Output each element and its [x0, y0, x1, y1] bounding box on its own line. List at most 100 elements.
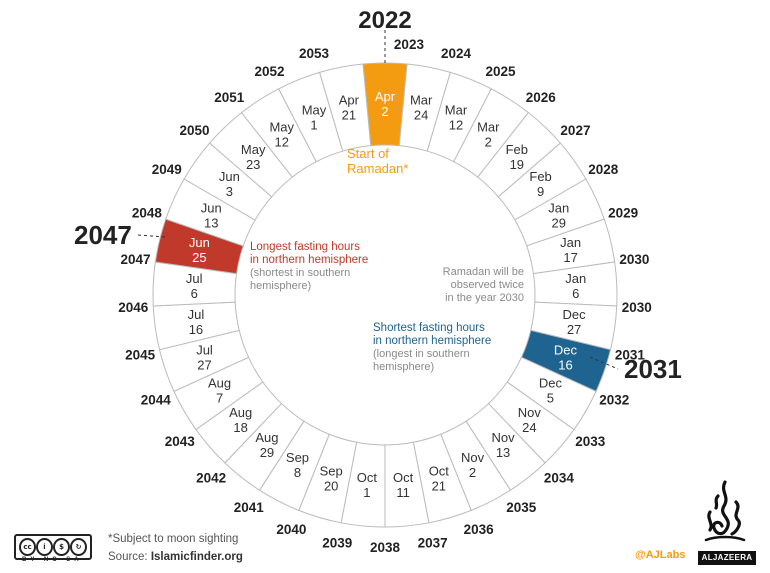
twice-annotation-line3: in the year 2030 [445, 292, 524, 304]
ring-sector [319, 63, 372, 152]
headline-year: 2022 [358, 7, 411, 34]
sector-day-label: 1 [310, 118, 317, 133]
ring-year-label: 2036 [464, 522, 495, 537]
sector-month-label: Mar [445, 103, 468, 118]
sector-day-label: 2 [381, 104, 388, 119]
ring-year-label: 2046 [118, 300, 149, 315]
sector-month-label: Jun [189, 235, 210, 250]
ring-year-label: 2033 [575, 434, 606, 449]
start-annotation-line1: Start of [347, 146, 389, 161]
sector-month-label: Oct [429, 463, 450, 478]
sector-day-label: 24 [522, 420, 536, 435]
ring-year-label: 2031 [615, 347, 646, 362]
ring-year-label: 2045 [125, 347, 156, 362]
cc-icon: cc [19, 538, 36, 556]
sector-day-label: 24 [414, 107, 428, 122]
sector-month-label: Aug [229, 405, 252, 420]
source-name: Islamicfinder.org [150, 551, 243, 563]
sector-month-label: Sep [286, 450, 309, 465]
sector-day-label: 12 [275, 134, 289, 149]
sector-month-label: Jan [548, 201, 569, 216]
moon-sighting-note: *Subject to moon sighting [108, 533, 239, 545]
sector-month-label: Oct [357, 470, 378, 485]
sector-month-label: Jun [219, 169, 240, 184]
creative-commons-icon: cc i $ ↻ [14, 534, 92, 560]
sector-day-label: 12 [449, 118, 463, 133]
ring-year-label: 2044 [141, 393, 172, 408]
license-label: BY NC SA [22, 557, 83, 563]
ring-year-label: 2053 [299, 46, 330, 61]
sector-day-label: 16 [189, 322, 203, 337]
sector-month-label: Dec [539, 376, 563, 391]
shortest-annotation-line1: Shortest fasting hours [373, 322, 485, 334]
ring-year-label: 2039 [322, 535, 352, 550]
ring-year-label: 2024 [441, 46, 472, 61]
sector-day-label: 9 [537, 184, 544, 199]
sector-day-label: 16 [558, 357, 572, 372]
attribution-icon: i [36, 538, 53, 556]
aljazeera-logo-icon [704, 480, 746, 542]
sector-day-label: 2 [485, 134, 492, 149]
sector-day-label: 20 [324, 478, 338, 493]
sector-day-label: 18 [233, 420, 247, 435]
sector-day-label: 2 [469, 465, 476, 480]
callout-year-2047: 2047 [74, 220, 132, 250]
ring-year-label: 2028 [588, 162, 619, 177]
ring-year-label: 2049 [152, 162, 182, 177]
sector-month-label: May [302, 103, 327, 118]
sector-month-label: Mar [477, 119, 500, 134]
shortest-annotation-sub1: (longest in southern [373, 348, 470, 360]
sector-day-label: 6 [191, 286, 198, 301]
shortest-annotation-sub2: hemisphere) [373, 361, 434, 373]
sector-day-label: 8 [294, 465, 301, 480]
ring-year-label: 2027 [560, 123, 590, 138]
sector-month-label: Feb [529, 169, 551, 184]
sector-month-label: May [241, 142, 266, 157]
sector-day-label: 27 [567, 322, 581, 337]
ring-year-label: 2048 [132, 206, 163, 221]
ring-year-label: 2032 [599, 393, 629, 408]
sector-month-label: Apr [375, 89, 396, 104]
sector-month-label: Mar [410, 92, 433, 107]
sector-month-label: Jan [560, 235, 581, 250]
ring-year-label: 2023 [394, 37, 425, 52]
sector-day-label: 1 [363, 485, 370, 500]
twice-annotation-line1: Ramadan will be [443, 266, 524, 278]
sector-day-label: 21 [342, 107, 356, 122]
ring-year-label: 2040 [276, 522, 306, 537]
source-line: Source: Islamicfinder.org [108, 548, 243, 566]
sector-day-label: 5 [547, 391, 554, 406]
sector-day-label: 3 [226, 184, 233, 199]
ring-year-label: 2038 [370, 540, 401, 555]
sector-month-label: Dec [562, 307, 586, 322]
sector-month-label: Jan [565, 271, 586, 286]
start-annotation-line2: Ramadan* [347, 161, 408, 176]
sector-day-label: 29 [260, 445, 274, 460]
ring-year-label: 2034 [544, 470, 575, 485]
footer-notes: *Subject to moon sighting Source: Islami… [108, 530, 243, 566]
longest-annotation-line2: in northern hemisphere [250, 254, 368, 266]
sector-day-label: 25 [192, 250, 206, 265]
sector-month-label: Feb [506, 142, 528, 157]
ring-year-label: 2030 [619, 252, 649, 267]
sector-month-label: May [269, 119, 294, 134]
sector-month-label: Jul [196, 342, 213, 357]
sector-day-label: 19 [510, 157, 524, 172]
ring-year-label: 2041 [234, 500, 265, 515]
ring-year-label: 2050 [180, 123, 210, 138]
ring-year-label: 2029 [608, 206, 638, 221]
noncommercial-icon: $ [53, 538, 70, 556]
sector-month-label: Aug [208, 376, 231, 391]
ajlabs-credit: @AJLabs [635, 549, 686, 561]
sector-month-label: Aug [255, 430, 278, 445]
ring-year-label: 2042 [196, 470, 226, 485]
sector-month-label: Jul [188, 307, 205, 322]
twice-annotation-line2: observed twice [451, 279, 524, 291]
shortest-annotation-line2: in northern hemisphere [373, 335, 491, 347]
sharealike-icon: ↻ [70, 538, 87, 556]
sector-day-label: 11 [396, 485, 410, 500]
ring-year-label: 2052 [255, 64, 285, 79]
sector-day-label: 17 [563, 250, 577, 265]
sector-day-label: 7 [216, 391, 223, 406]
